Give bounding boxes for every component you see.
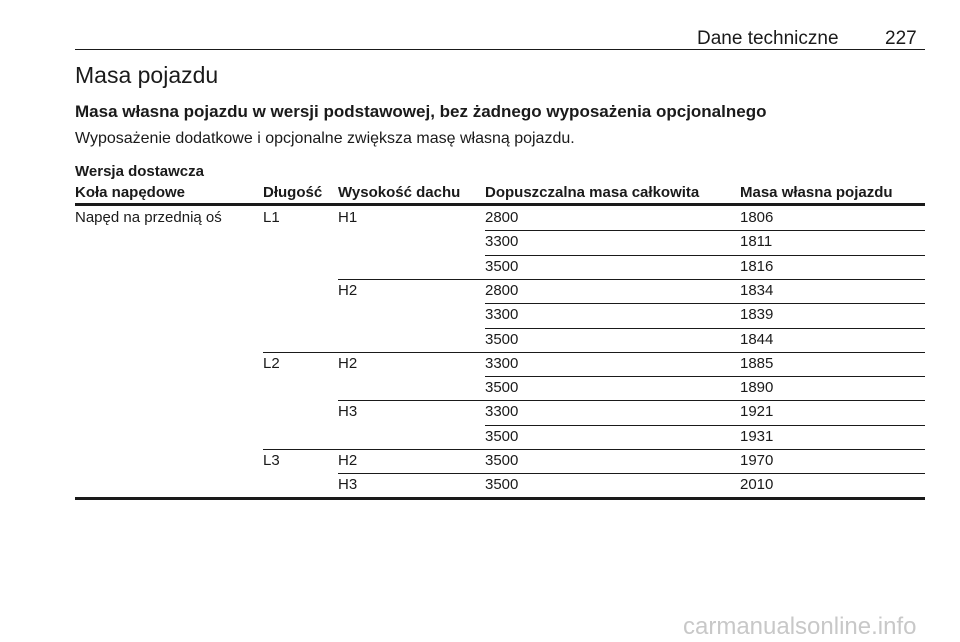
column-header: Dopuszczalna masa całkowita bbox=[485, 184, 700, 201]
cell: H2 bbox=[338, 452, 358, 469]
cell: 3500 bbox=[485, 330, 519, 348]
column-header: Koła napędowe bbox=[75, 184, 186, 201]
cell: 3500 bbox=[485, 257, 519, 275]
table-caption: Wersja dostawcza bbox=[75, 163, 204, 180]
cell: H1 bbox=[338, 209, 358, 226]
cell: 2800 bbox=[485, 281, 519, 299]
cell: Napęd na przednią oś bbox=[75, 209, 222, 226]
row-rule bbox=[338, 473, 925, 475]
cell: L3 bbox=[263, 452, 280, 469]
watermark: carmanualsonline.info bbox=[683, 613, 917, 640]
column-header: Masa własna pojazdu bbox=[740, 184, 893, 201]
cell: 2010 bbox=[740, 476, 774, 494]
cell: 1921 bbox=[740, 403, 774, 421]
row-rule bbox=[485, 424, 925, 426]
cell: L1 bbox=[263, 209, 280, 226]
cell: 1885 bbox=[740, 354, 774, 372]
cell: 3500 bbox=[485, 452, 519, 469]
row-rule bbox=[263, 449, 925, 450]
cell: H2 bbox=[338, 354, 358, 372]
row-rule bbox=[485, 376, 925, 378]
cell: 1890 bbox=[740, 379, 774, 397]
row-rule bbox=[485, 230, 925, 232]
cell: 1844 bbox=[740, 330, 774, 348]
row-rule bbox=[485, 327, 925, 329]
header-rule bbox=[75, 203, 925, 206]
row-rule bbox=[263, 351, 925, 353]
cell: 1839 bbox=[740, 306, 774, 324]
cell: L2 bbox=[263, 354, 280, 372]
cell: 1970 bbox=[740, 452, 774, 469]
column-header: Wysokość dachu bbox=[338, 184, 461, 201]
cell: 3300 bbox=[485, 403, 519, 421]
cell: 1811 bbox=[740, 233, 773, 251]
note: Wyposażenie dodatkowe i opcjonalne zwięk… bbox=[75, 130, 575, 147]
cell: H3 bbox=[338, 476, 358, 494]
subtitle: Masa własna pojazdu w wersji podstawowej… bbox=[75, 102, 767, 121]
cell: 1806 bbox=[740, 209, 774, 226]
row-rule bbox=[338, 278, 925, 280]
title: Masa pojazdu bbox=[75, 62, 219, 88]
cell: 3500 bbox=[485, 427, 519, 445]
page-number: 227 bbox=[885, 28, 917, 49]
row-rule bbox=[485, 254, 925, 256]
cell: 3500 bbox=[485, 476, 519, 494]
cell: 2800 bbox=[485, 209, 519, 226]
bottom-rule bbox=[75, 496, 925, 500]
header-rule bbox=[75, 49, 925, 50]
cell: H2 bbox=[338, 281, 358, 299]
cell: 1931 bbox=[740, 427, 774, 445]
cell: 3300 bbox=[485, 306, 519, 324]
row-rule bbox=[338, 400, 925, 402]
cell: 3300 bbox=[485, 354, 519, 372]
column-header: Długość bbox=[263, 184, 323, 201]
cell: 1834 bbox=[740, 281, 774, 299]
cell: 3300 bbox=[485, 233, 519, 251]
row-rule bbox=[485, 303, 925, 305]
cell: H3 bbox=[338, 403, 358, 421]
cell: 1816 bbox=[740, 257, 774, 275]
section-title: Dane techniczne bbox=[697, 28, 839, 49]
cell: 3500 bbox=[485, 379, 519, 397]
